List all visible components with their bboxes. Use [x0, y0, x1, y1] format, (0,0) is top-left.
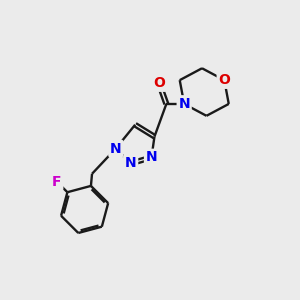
Text: O: O — [218, 73, 230, 87]
Text: N: N — [110, 142, 122, 155]
Text: N: N — [178, 97, 190, 111]
Text: N: N — [125, 156, 136, 170]
Text: N: N — [146, 150, 157, 164]
Text: F: F — [52, 175, 62, 189]
Text: O: O — [153, 76, 165, 90]
